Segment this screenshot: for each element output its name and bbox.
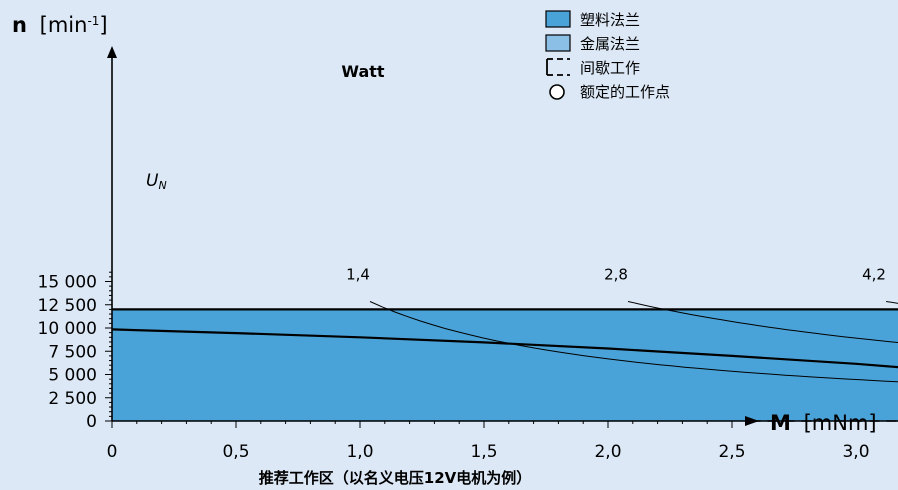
- series-un-line: [111, 328, 898, 369]
- y-axis-arrow: [107, 46, 117, 58]
- legend-swatch-intermittent: [546, 58, 570, 76]
- power-curve-label-2: 2,8: [604, 265, 628, 283]
- power-unit-label: Watt: [341, 62, 385, 81]
- x-tick-label: 3,0: [842, 442, 869, 462]
- power-curve-label-3: 4,2: [862, 265, 886, 283]
- plastic-flange-region: [112, 309, 898, 421]
- x-tick-label: 2,0: [594, 442, 621, 462]
- legend: 塑料法兰 金属法兰 间歇工作 额定的工作点: [545, 10, 670, 101]
- series-label-un: UN: [146, 171, 167, 192]
- series-lines: [111, 328, 898, 369]
- chart-caption: 推荐工作区（以名义电压12V电机为例）: [259, 469, 532, 487]
- x-tick-labels: 00,51,01,52,02,53,03,54,04,55,0: [107, 442, 870, 462]
- x-tick-label: 1,0: [346, 442, 373, 462]
- y-tick-label: 0: [86, 412, 97, 432]
- legend-label-plastic: 塑料法兰: [580, 11, 640, 29]
- legend-swatch-metal: [545, 34, 571, 52]
- y-tick-label: 12 500: [38, 296, 97, 316]
- legend-label-rated-point: 额定的工作点: [580, 83, 670, 101]
- y-tick-label: 7 500: [48, 342, 97, 362]
- x-axis-label: M [mNm]: [770, 411, 877, 435]
- legend-label-intermittent: 间歇工作: [580, 59, 640, 77]
- y-tick-label: 10 000: [38, 319, 97, 339]
- x-tick-label: 1,5: [470, 442, 497, 462]
- legend-label-metal: 金属法兰: [580, 35, 640, 53]
- legend-swatch-rated-point: [549, 84, 565, 100]
- power-curve-2: [627, 301, 898, 344]
- y-tick-label: 15 000: [38, 273, 97, 293]
- region-borders: [112, 308, 898, 311]
- x-tick-label: 2,5: [718, 442, 745, 462]
- power-curve-labels: 1,4 2,8 4,2: [346, 265, 886, 283]
- power-curve-1: [369, 301, 898, 383]
- y-axis-label: n [min-1]: [12, 13, 108, 37]
- x-tick-label: 0: [107, 442, 118, 462]
- power-curve-label-1: 1,4: [346, 265, 370, 283]
- y-tick-labels: 0 2 500 5 000 7 500 10 000 12 500 15 000: [38, 273, 97, 433]
- power-curves: [369, 301, 898, 383]
- x-tick-label: 0,5: [222, 442, 249, 462]
- y-tick-label: 5 000: [48, 366, 97, 386]
- legend-swatch-plastic: [545, 10, 571, 28]
- y-tick-label: 2 500: [48, 389, 97, 409]
- x-axis-arrow: [745, 416, 759, 426]
- axes: [105, 46, 898, 428]
